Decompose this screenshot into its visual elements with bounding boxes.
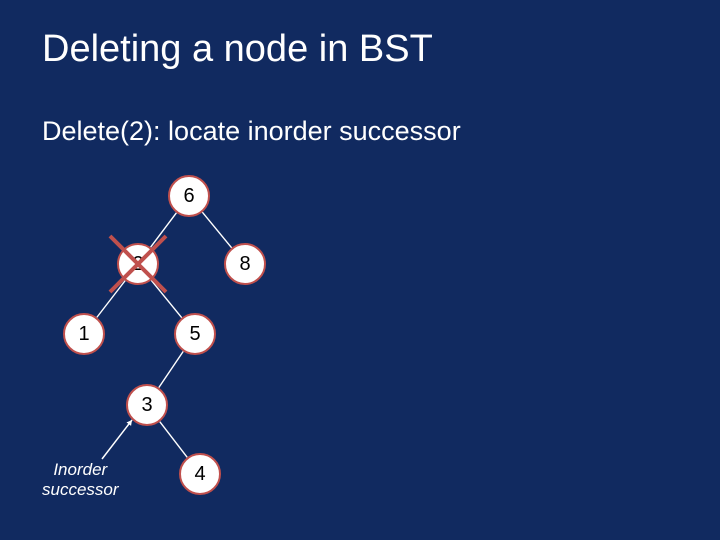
annotation-arrowhead [127,420,132,426]
tree-node-8: 8 [224,243,266,285]
tree-edge [159,351,183,387]
tree-edge [151,213,177,247]
tree-edge [151,280,181,317]
tree-node-2: 2 [117,243,159,285]
tree-node-6: 6 [168,175,210,217]
tree-edge [160,422,187,458]
tree-node-4: 4 [179,453,221,495]
tree-node-5: 5 [174,313,216,355]
tree-node-3: 3 [126,384,168,426]
tree-edge [97,281,125,318]
slide: Deleting a node in BST Delete(2): locate… [0,0,720,540]
tree-edge [202,212,231,248]
tree-node-1: 1 [63,313,105,355]
slide-title: Deleting a node in BST [42,28,433,71]
annotation-arrow [102,420,132,459]
foreground-layer [0,0,720,540]
slide-subtitle: Delete(2): locate inorder successor [42,116,461,147]
inorder-successor-label: Inordersuccessor [42,460,119,499]
edges-layer [0,0,720,540]
